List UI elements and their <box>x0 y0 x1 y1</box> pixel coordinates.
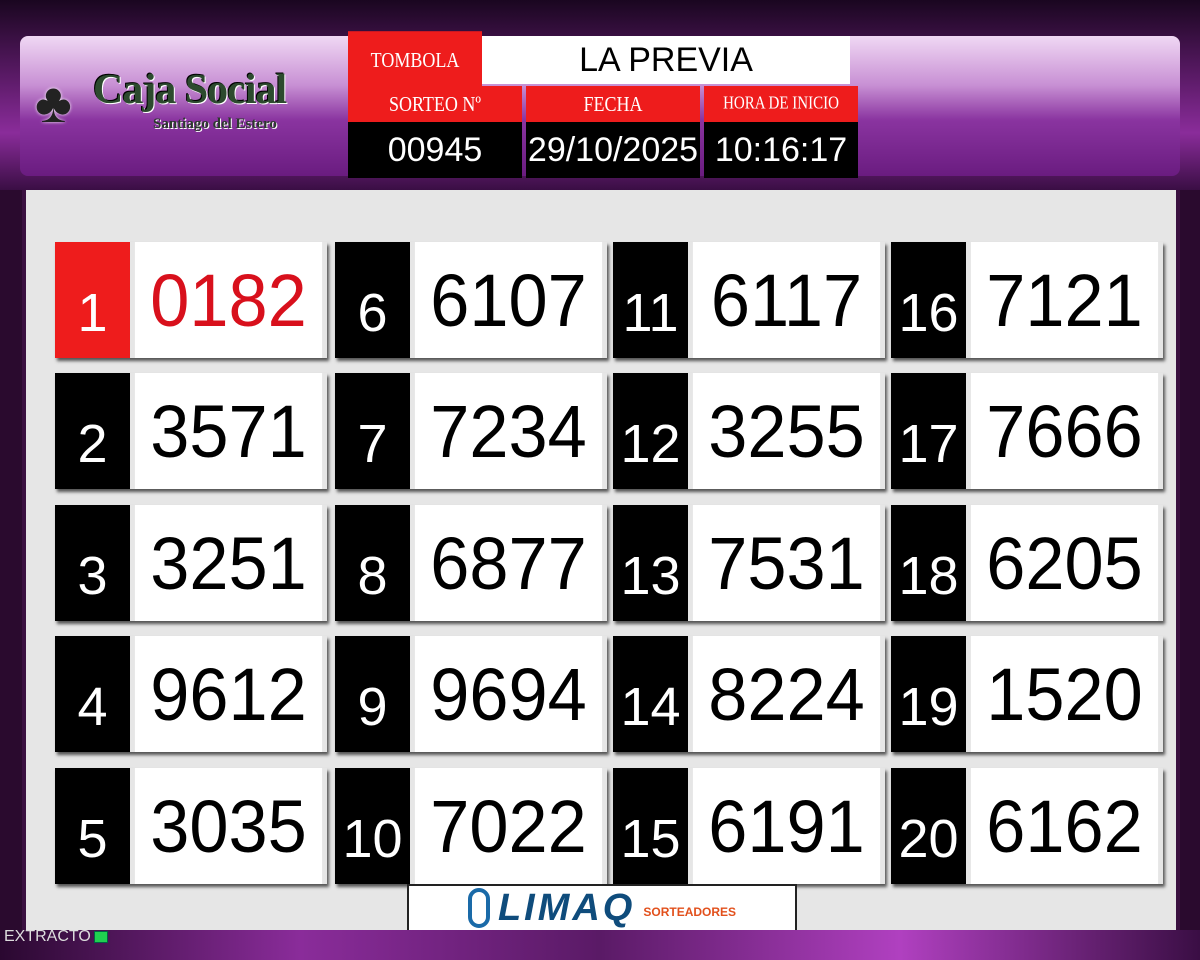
result-cell: 11 6117 <box>613 242 885 358</box>
result-number: 6877 <box>414 505 603 621</box>
result-position: 11 <box>613 242 688 358</box>
result-number: 6117 <box>692 242 881 358</box>
result-number: 3035 <box>134 768 323 884</box>
result-cell: 12 3255 <box>613 373 885 489</box>
result-number: 3571 <box>134 373 323 489</box>
result-number: 3255 <box>692 373 881 489</box>
result-position: 20 <box>891 768 966 884</box>
result-cell: 4 9612 <box>55 636 327 752</box>
result-position: 2 <box>55 373 130 489</box>
result-position: 16 <box>891 242 966 358</box>
result-position: 17 <box>891 373 966 489</box>
result-cell: 8 6877 <box>335 505 607 621</box>
result-number: 6205 <box>970 505 1159 621</box>
result-number: 8224 <box>692 636 881 752</box>
result-number: 7666 <box>970 373 1159 489</box>
result-number: 7022 <box>414 768 603 884</box>
result-cell: 2 3571 <box>55 373 327 489</box>
sorteo-value: 00945 <box>348 122 522 178</box>
result-position: 9 <box>335 636 410 752</box>
result-cell: 14 8224 <box>613 636 885 752</box>
result-cell: 20 6162 <box>891 768 1163 884</box>
result-position: 12 <box>613 373 688 489</box>
result-number: 7121 <box>970 242 1159 358</box>
fecha-label: FECHA <box>526 86 700 122</box>
result-position: 6 <box>335 242 410 358</box>
fecha-value: 29/10/2025 <box>526 122 700 178</box>
clover-icon: ♣ <box>35 71 72 134</box>
result-cell: 19 1520 <box>891 636 1163 752</box>
result-position: 4 <box>55 636 130 752</box>
result-position: 18 <box>891 505 966 621</box>
game-label: TOMBOLA <box>348 31 482 89</box>
result-position: 5 <box>55 768 130 884</box>
result-cell: 18 6205 <box>891 505 1163 621</box>
result-position: 10 <box>335 768 410 884</box>
result-position: 19 <box>891 636 966 752</box>
result-cell: 5 3035 <box>55 768 327 884</box>
result-cell: 9 9694 <box>335 636 607 752</box>
result-number: 6162 <box>970 768 1159 884</box>
logo-subtitle: Santiago del Estero <box>153 116 277 132</box>
result-position: 1 <box>55 242 130 358</box>
result-cell: 15 6191 <box>613 768 885 884</box>
footer-bar <box>0 930 1200 960</box>
result-cell: 7 7234 <box>335 373 607 489</box>
result-cell: 10 7022 <box>335 768 607 884</box>
result-number: 0182 <box>134 242 323 358</box>
hora-label: HORA DE INICIO <box>704 86 858 122</box>
result-position: 3 <box>55 505 130 621</box>
limaq-mark-icon <box>467 888 490 928</box>
result-number: 9612 <box>134 636 323 752</box>
result-number: 6191 <box>692 768 881 884</box>
result-position: 15 <box>613 768 688 884</box>
result-number: 7531 <box>692 505 881 621</box>
result-cell: 3 3251 <box>55 505 327 621</box>
game-name: LA PREVIA <box>482 36 850 84</box>
hora-value: 10:16:17 <box>704 122 858 178</box>
result-position: 14 <box>613 636 688 752</box>
result-number: 6107 <box>414 242 603 358</box>
caja-social-logo: ♣ Caja Social Santiago del Estero <box>35 60 295 150</box>
status-led-icon <box>93 931 108 943</box>
limaq-logo: LIMAQ SORTEADORES <box>407 884 797 932</box>
result-cell: 16 7121 <box>891 242 1163 358</box>
status-indicator: EXTRACTO <box>4 928 108 946</box>
logo-name: Caja Social <box>93 67 287 113</box>
sorteo-label: SORTEO Nº <box>348 86 522 122</box>
result-position: 13 <box>613 505 688 621</box>
result-position: 8 <box>335 505 410 621</box>
result-position: 7 <box>335 373 410 489</box>
result-cell: 6 6107 <box>335 242 607 358</box>
result-number: 7234 <box>414 373 603 489</box>
result-cell: 1 0182 <box>55 242 327 358</box>
result-cell: 17 7666 <box>891 373 1163 489</box>
result-number: 3251 <box>134 505 323 621</box>
result-cell: 13 7531 <box>613 505 885 621</box>
result-number: 1520 <box>970 636 1159 752</box>
result-number: 9694 <box>414 636 603 752</box>
